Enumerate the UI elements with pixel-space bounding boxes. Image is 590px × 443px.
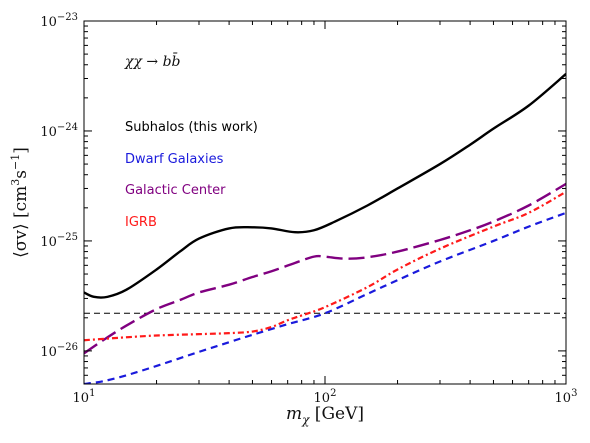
y-tick-label: 10−25 xyxy=(40,232,78,250)
x-tick-label: 101 xyxy=(73,388,96,406)
y-tick-label: 10−23 xyxy=(40,12,78,30)
legend-entry-galactic-center: Galactic Center xyxy=(125,183,226,198)
x-axis-symbol: m xyxy=(286,404,302,424)
x-axis-label: mχ [GeV] xyxy=(286,404,364,427)
y-axis-mid: s xyxy=(11,170,31,179)
plot-area xyxy=(84,21,566,384)
annotation-text: χχ → bb̄ xyxy=(124,52,181,70)
x-tick-label: 102 xyxy=(314,388,337,406)
y-axis-sup2: −1 xyxy=(9,154,22,170)
series-line-galactic-center xyxy=(84,182,566,355)
legend-entry-dwarf-galaxies: Dwarf Galaxies xyxy=(125,152,224,167)
legend: Subhalos (this work) Dwarf Galaxies Gala… xyxy=(125,120,258,230)
y-axis-label: ⟨σv⟩ [cm3s−1] xyxy=(9,147,31,258)
y-tick-label: 10−24 xyxy=(40,122,78,140)
series-line-dwarf-galaxies xyxy=(84,211,566,384)
y-tick-label: 10−26 xyxy=(40,342,78,360)
series-line-igrb xyxy=(84,190,566,342)
y-axis-sup1: 3 xyxy=(9,179,22,186)
y-axis-end: ] xyxy=(11,147,31,154)
x-axis-unit: [GeV] xyxy=(309,404,364,424)
x-axis-subscript: χ xyxy=(301,413,310,427)
series-line-subhalos-this-work xyxy=(84,73,566,299)
x-tick-label: 103 xyxy=(555,388,578,406)
legend-entry-subhalos: Subhalos (this work) xyxy=(125,120,258,135)
y-axis-main: ⟨σv⟩ [cm xyxy=(11,186,31,258)
legend-entry-igrb: IGRB xyxy=(125,215,157,230)
